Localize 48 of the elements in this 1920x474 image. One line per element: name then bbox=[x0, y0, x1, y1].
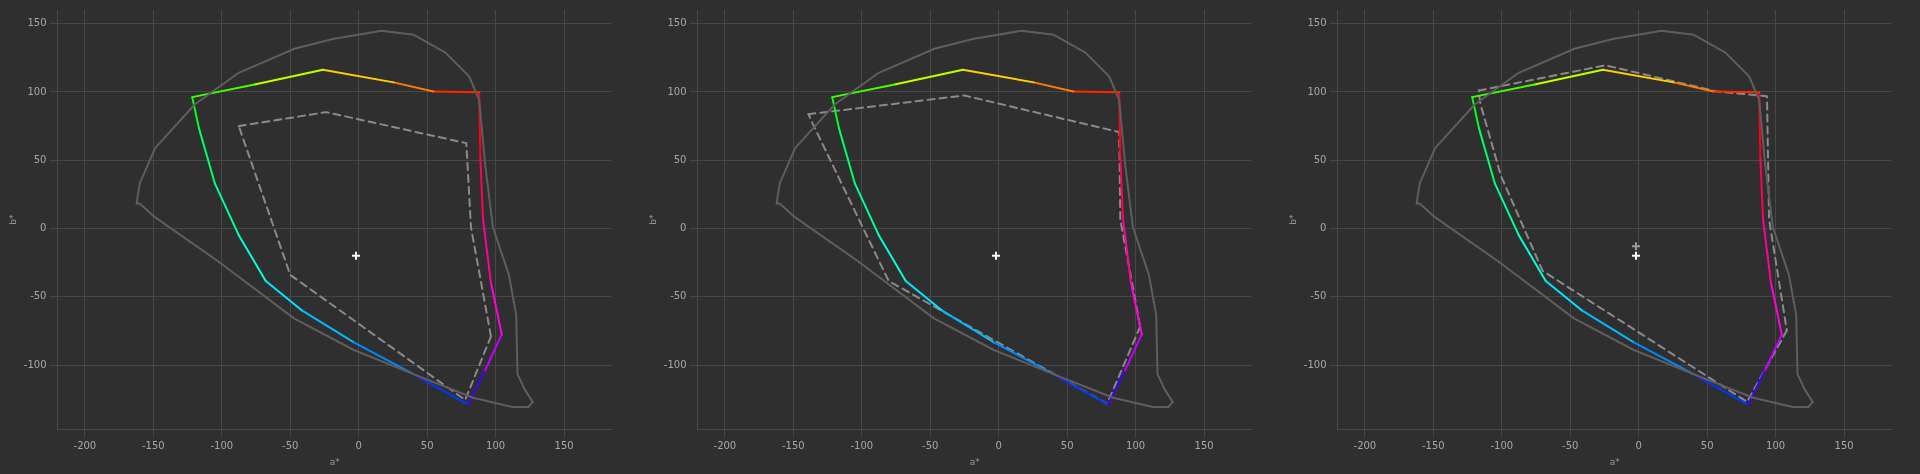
y-tick-label: 150 bbox=[27, 17, 47, 29]
x-tick-label: -50 bbox=[922, 439, 939, 451]
x-tick-label: -200 bbox=[73, 439, 97, 451]
x-tick-label: 0 bbox=[995, 439, 1002, 451]
x-axis-title: a* bbox=[1609, 456, 1621, 467]
y-tick-label: 100 bbox=[27, 85, 47, 97]
x-tick-label: 0 bbox=[1635, 439, 1642, 451]
x-tick-label: -200 bbox=[713, 439, 737, 451]
y-tick-label: -50 bbox=[1310, 290, 1327, 302]
x-tick-label: -150 bbox=[781, 439, 805, 451]
x-tick-label: 100 bbox=[1126, 439, 1146, 451]
x-tick-label: 50 bbox=[1060, 439, 1074, 451]
y-axis-title: b* bbox=[7, 214, 18, 225]
y-axis-title: b* bbox=[647, 214, 658, 225]
x-tick-label: -100 bbox=[850, 439, 874, 451]
y-tick-label: 100 bbox=[1307, 85, 1327, 97]
x-tick-label: 50 bbox=[1700, 439, 1714, 451]
x-tick-label: 150 bbox=[554, 439, 574, 451]
x-tick-label: 100 bbox=[486, 439, 506, 451]
x-tick-label: 50 bbox=[420, 439, 434, 451]
x-tick-label: -150 bbox=[1421, 439, 1445, 451]
y-tick-label: 50 bbox=[1313, 153, 1327, 165]
x-tick-label: 100 bbox=[1766, 439, 1786, 451]
y-tick-label: -50 bbox=[30, 290, 47, 302]
x-tick-label: -50 bbox=[282, 439, 299, 451]
y-tick-label: -100 bbox=[23, 358, 47, 370]
y-tick-label: 100 bbox=[667, 85, 687, 97]
y-tick-label: 150 bbox=[1307, 17, 1327, 29]
x-tick-label: -200 bbox=[1353, 439, 1377, 451]
x-tick-label: -100 bbox=[210, 439, 234, 451]
y-tick-label: 0 bbox=[680, 222, 687, 234]
x-tick-label: -150 bbox=[141, 439, 165, 451]
y-tick-label: 150 bbox=[667, 17, 687, 29]
y-tick-label: -100 bbox=[1303, 358, 1327, 370]
x-tick-label: 150 bbox=[1194, 439, 1214, 451]
y-tick-label: -100 bbox=[663, 358, 687, 370]
x-tick-label: -100 bbox=[1490, 439, 1514, 451]
y-tick-label: 0 bbox=[1320, 222, 1327, 234]
x-tick-label: -50 bbox=[1562, 439, 1579, 451]
x-tick-label: 150 bbox=[1834, 439, 1854, 451]
x-axis-title: a* bbox=[329, 456, 341, 467]
y-axis-title: b* bbox=[1287, 214, 1298, 225]
y-tick-label: 50 bbox=[33, 153, 47, 165]
x-tick-label: 0 bbox=[355, 439, 362, 451]
y-tick-label: -50 bbox=[670, 290, 687, 302]
y-tick-label: 0 bbox=[40, 222, 47, 234]
x-axis-title: a* bbox=[969, 456, 981, 467]
y-tick-label: 50 bbox=[673, 153, 687, 165]
